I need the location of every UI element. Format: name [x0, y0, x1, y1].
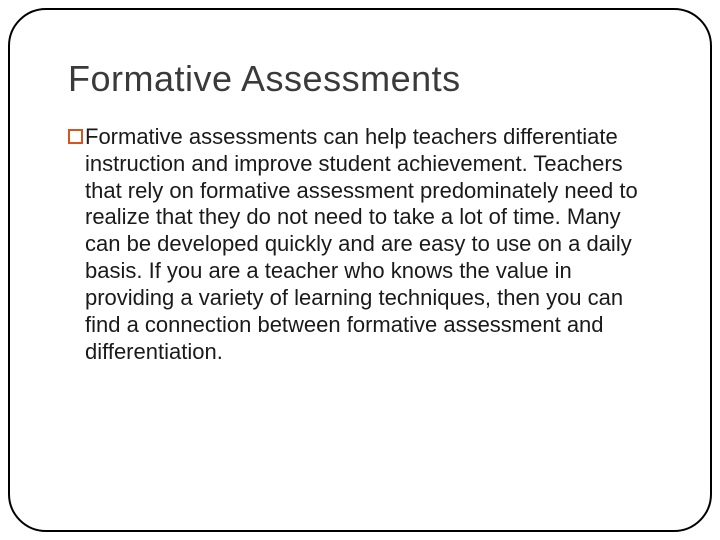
body-text: Formative assessments can help teachers … [85, 124, 652, 365]
content-block: Formative assessments can help teachers … [68, 124, 652, 365]
bullet-square-icon [68, 129, 83, 144]
slide-frame: Formative Assessments Formative assessme… [8, 8, 712, 532]
slide-title: Formative Assessments [68, 58, 652, 100]
